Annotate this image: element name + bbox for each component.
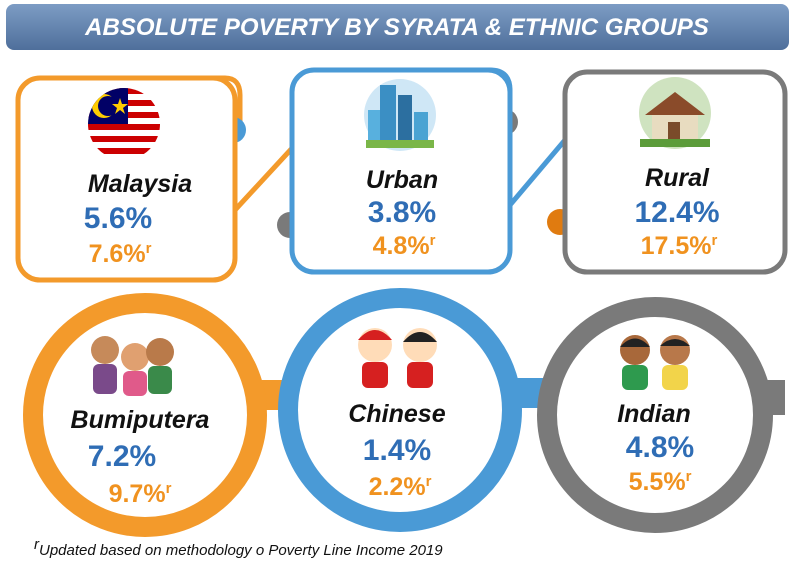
poverty-rate: 3.8% bbox=[368, 196, 436, 229]
revised-mark: r bbox=[166, 480, 172, 497]
revised-rate-text: 4.8%r bbox=[373, 232, 436, 260]
city-icon bbox=[364, 79, 436, 151]
revised-mark: r bbox=[430, 232, 436, 249]
footnote-mark: r bbox=[34, 536, 40, 553]
group-label: Bumiputera bbox=[71, 406, 210, 434]
indian-kids-icon bbox=[620, 335, 690, 390]
card bbox=[289, 67, 513, 275]
poverty-rate: 1.4% bbox=[363, 434, 431, 467]
group-label: Malaysia bbox=[88, 170, 192, 198]
card bbox=[15, 75, 238, 283]
revised-rate: 2.2% bbox=[369, 473, 426, 501]
group-label: Indian bbox=[617, 400, 691, 428]
connector bbox=[200, 75, 243, 130]
card bbox=[562, 69, 788, 275]
poverty-rate: 4.8% bbox=[626, 431, 694, 464]
connector bbox=[233, 143, 297, 212]
revised-rate-text: 2.2%r bbox=[369, 473, 432, 501]
title-bar bbox=[6, 4, 789, 50]
revised-rate: 4.8% bbox=[373, 232, 430, 260]
revised-rate: 7.6% bbox=[89, 240, 146, 268]
revised-mark: r bbox=[146, 240, 152, 257]
people-icon bbox=[91, 336, 174, 396]
ring bbox=[23, 293, 267, 537]
ring bbox=[278, 288, 522, 532]
revised-mark: r bbox=[426, 473, 432, 490]
group-label: Urban bbox=[366, 166, 438, 194]
poverty-rate: 5.6% bbox=[84, 202, 152, 235]
flag-icon bbox=[88, 88, 160, 160]
revised-rate-text: 17.5%r bbox=[641, 232, 718, 260]
ring bbox=[537, 297, 773, 533]
revised-rate-text: 7.6%r bbox=[89, 240, 152, 268]
title: ABSOLUTE POVERTY BY SYRATA & ETHNIC GROU… bbox=[84, 14, 709, 41]
revised-mark: r bbox=[712, 232, 718, 249]
revised-rate-text: 9.7%r bbox=[109, 480, 172, 508]
footnote-text: Updated based on methodology o Poverty L… bbox=[39, 542, 443, 559]
footnote: rUpdated based on methodology o Poverty … bbox=[34, 536, 443, 559]
revised-rate: 9.7% bbox=[109, 480, 166, 508]
group-label: Rural bbox=[645, 164, 710, 192]
revised-rate: 17.5% bbox=[641, 232, 712, 260]
revised-rate: 5.5% bbox=[629, 468, 686, 496]
group-label: Chinese bbox=[348, 400, 445, 428]
revised-mark: r bbox=[686, 468, 692, 485]
connector bbox=[508, 138, 567, 207]
chinese-kids-icon bbox=[358, 328, 437, 388]
poverty-rate: 7.2% bbox=[88, 440, 156, 473]
house-icon bbox=[639, 77, 711, 149]
poverty-rate: 12.4% bbox=[634, 196, 719, 229]
revised-rate-text: 5.5%r bbox=[629, 468, 692, 496]
